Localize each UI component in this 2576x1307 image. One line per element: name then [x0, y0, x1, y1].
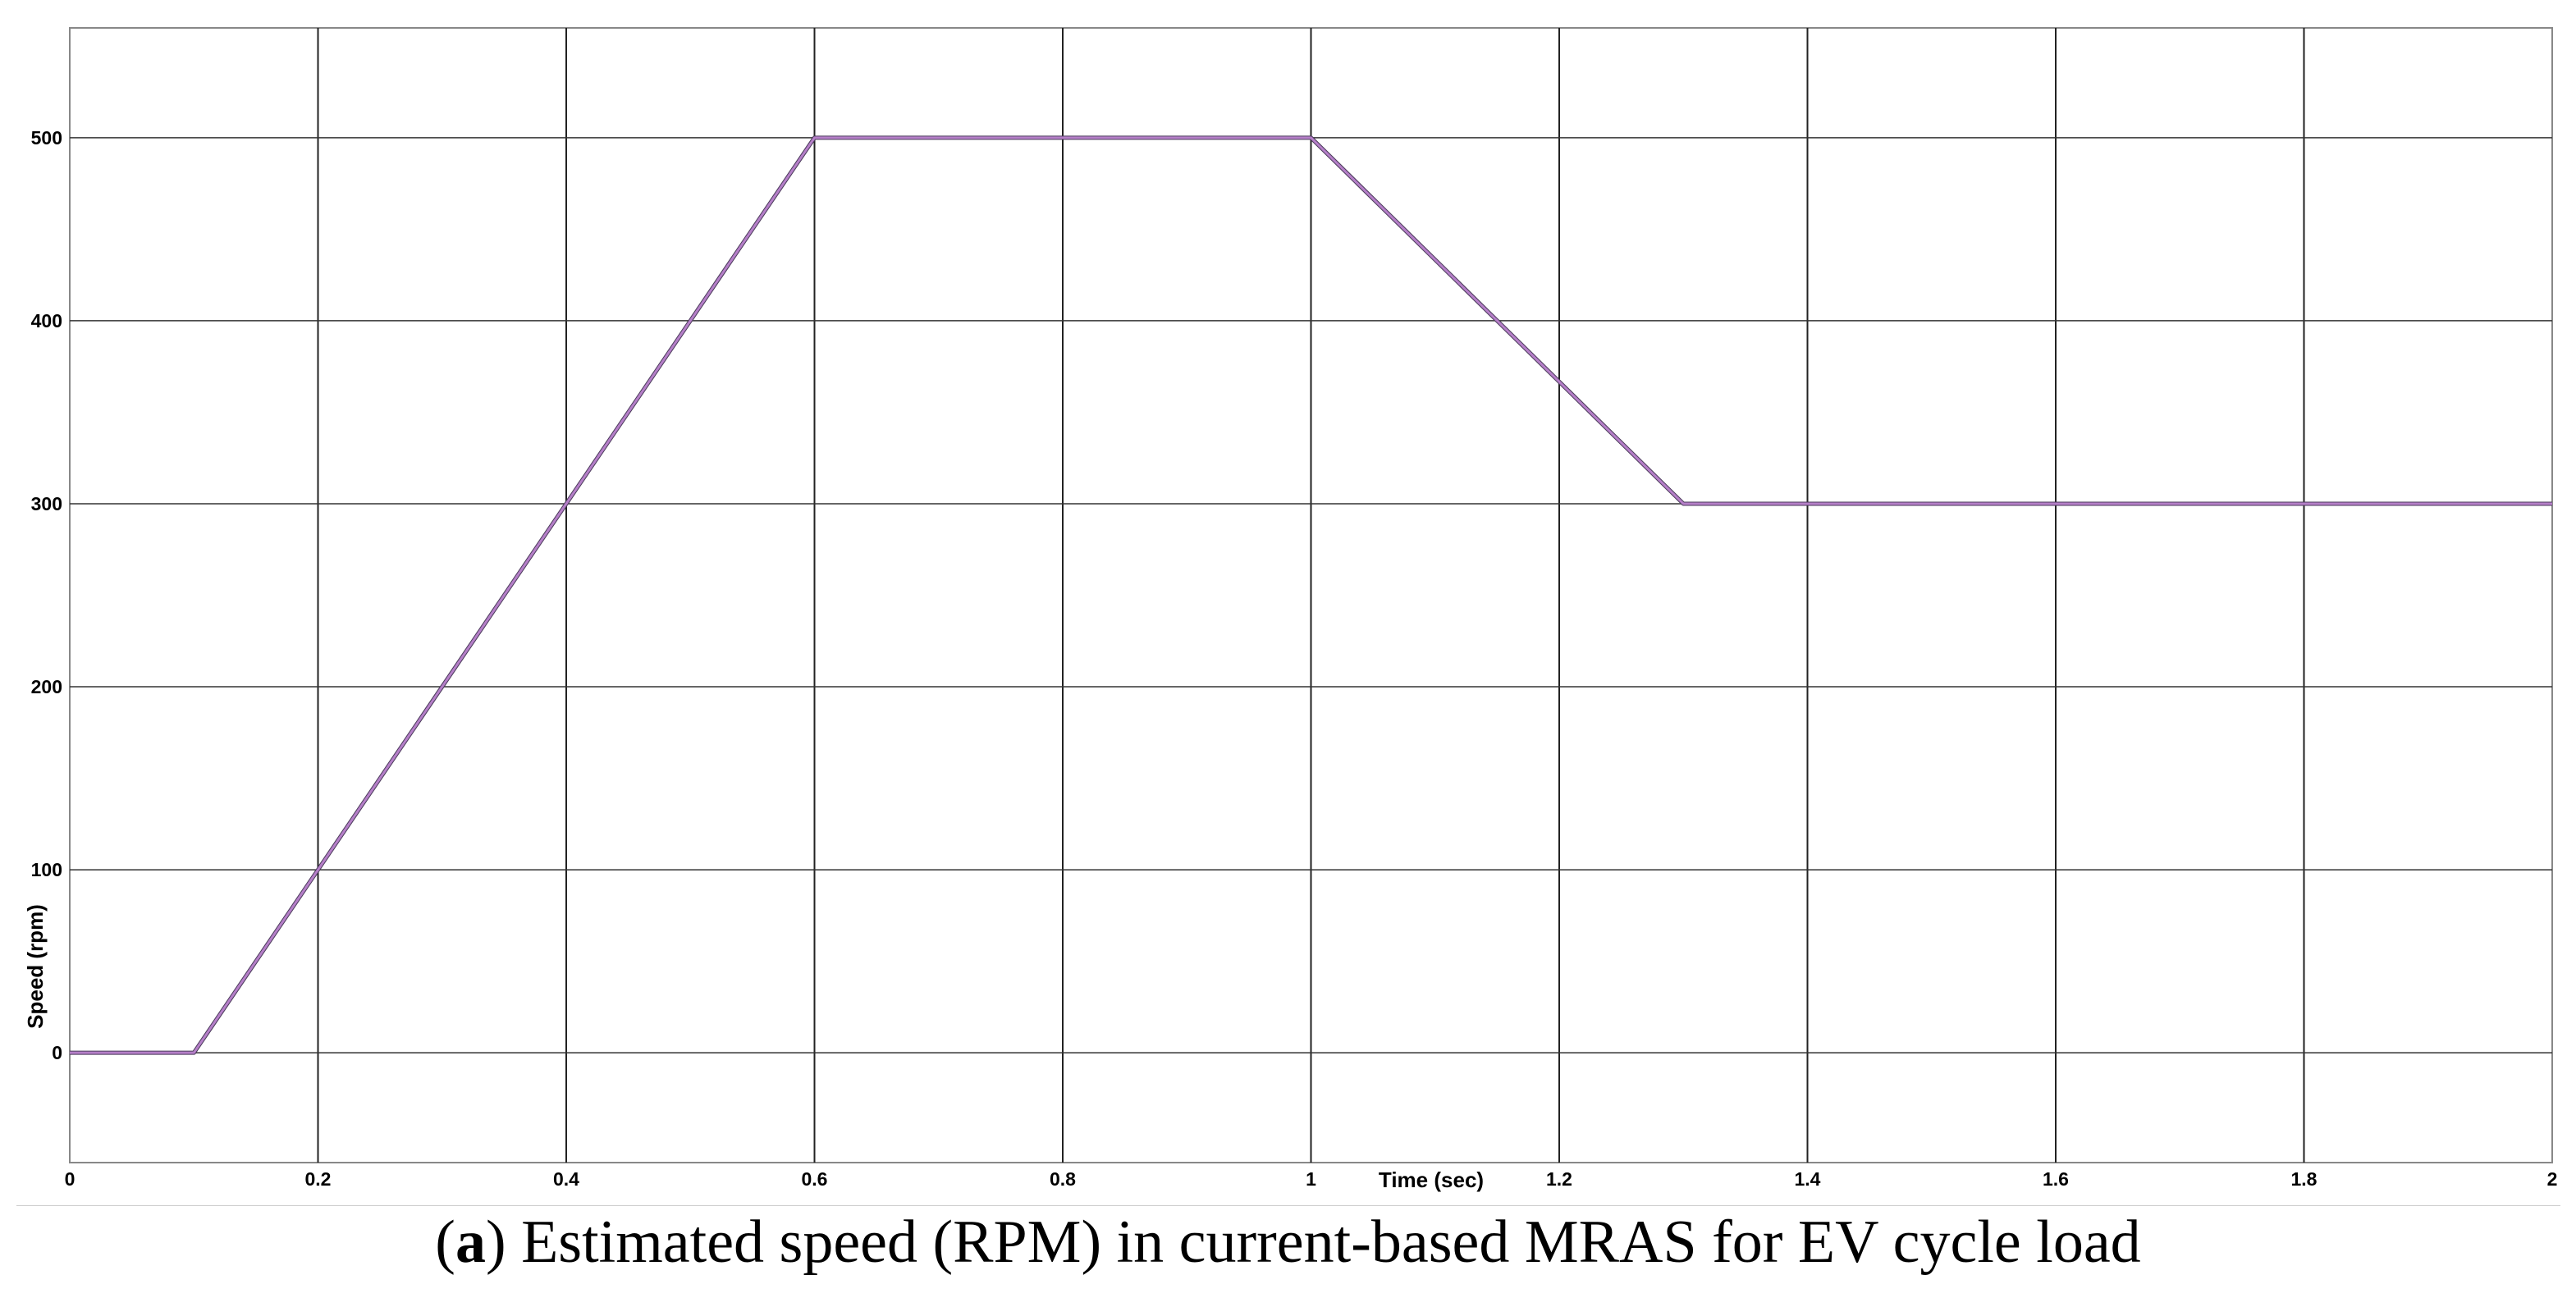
y-tick-label: 300	[31, 493, 62, 514]
x-tick-label: 0.8	[1050, 1168, 1076, 1190]
caption-text: Estimated speed (RPM) in current-based M…	[521, 1209, 2141, 1276]
x-tick-label: 1.2	[1546, 1168, 1572, 1190]
x-tick-label: 1.4	[1795, 1168, 1821, 1190]
y-tick-label: 200	[31, 676, 62, 697]
x-tick-label: 0.2	[305, 1168, 332, 1190]
x-tick-label: 0.4	[553, 1168, 579, 1190]
y-tick-label: 0	[52, 1042, 62, 1063]
x-tick-label: 1.8	[2291, 1168, 2317, 1190]
figure-caption: (a) Estimated speed (RPM) in current-bas…	[435, 1209, 2141, 1276]
x-tick-label: 0.6	[802, 1168, 828, 1190]
x-tick-label: 2	[2547, 1168, 2558, 1190]
x-tick-label: 0	[65, 1168, 75, 1190]
tick-labels: 0 0.2 0.4 0.6 0.8 1 1.2 1.4 1.6 1.8 2 0 100 200 300 400…	[31, 127, 2558, 1190]
y-tick-label: 400	[31, 310, 62, 331]
x-tick-label: 1.6	[2043, 1168, 2069, 1190]
series-layer	[70, 135, 2552, 1055]
y-tick-label: 500	[31, 127, 62, 149]
y-tick-label: 100	[31, 859, 62, 880]
y-axis-title: Speed (rpm)	[23, 904, 48, 1029]
caption-label: a	[455, 1209, 486, 1276]
speed-series-line	[70, 136, 2552, 1054]
speed-chart: 0 0.2 0.4 0.6 0.8 1 1.2 1.4 1.6 1.8 2 0 100 200 300 400…	[16, 27, 2560, 1206]
grid-lines	[70, 28, 2552, 1163]
x-axis-title: Time (sec)	[1379, 1168, 1484, 1192]
x-tick-label: 1	[1306, 1168, 1316, 1190]
